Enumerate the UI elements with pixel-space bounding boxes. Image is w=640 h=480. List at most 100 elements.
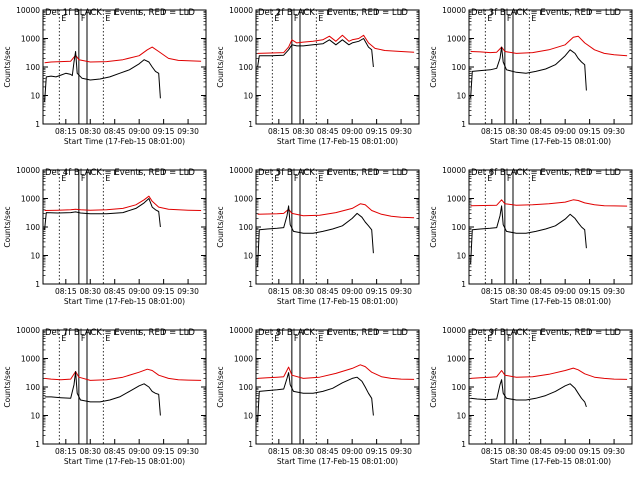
- y-tick-label: 1000: [234, 355, 253, 364]
- detector-panel: Det 9f BLACK = Events, RED = LLD 1 10 100 10…: [429, 326, 633, 466]
- panel-title: Det 9f BLACK = Events, RED = LLD: [471, 328, 621, 338]
- x-tick-label: 09:15: [579, 287, 601, 296]
- marker-letter: F: [81, 14, 86, 23]
- plot-frame: [42, 329, 207, 445]
- y-tick-label: 1: [35, 280, 40, 289]
- x-tick-label: 09:00: [128, 447, 150, 456]
- x-axis-label: Start Time (17-Feb-15 08:01:00): [490, 297, 611, 306]
- y-tick-label: 1: [35, 120, 40, 129]
- x-tick-label: 09:00: [341, 127, 363, 136]
- x-tick-label: 09:00: [341, 287, 363, 296]
- events-series-line: [470, 379, 587, 408]
- x-tick-label: 09:30: [177, 127, 199, 136]
- marker-letter: E: [274, 174, 279, 183]
- y-axis-label: Counts/sec: [216, 46, 225, 87]
- x-axis-label: Start Time (17-Feb-15 08:01:00): [277, 297, 398, 306]
- y-tick-label: 10000: [16, 6, 40, 15]
- y-tick-label: 100: [452, 63, 467, 72]
- marker-letter: E: [61, 174, 66, 183]
- y-tick-label: 10: [30, 252, 40, 261]
- marker-letter: F: [507, 174, 512, 183]
- x-tick-label: 08:45: [104, 447, 126, 456]
- x-tick-label: 08:45: [530, 287, 552, 296]
- plot-frame: [255, 9, 420, 125]
- lld-series-line: [257, 203, 415, 219]
- panel-title: Det 8f BLACK = Events, RED = LLD: [258, 328, 408, 338]
- marker-letter: E: [61, 14, 66, 23]
- y-tick-label: 100: [26, 223, 41, 232]
- x-tick-label: 08:45: [104, 127, 126, 136]
- y-tick-label: 10000: [442, 166, 466, 175]
- x-tick-label: 09:30: [603, 287, 625, 296]
- x-tick-label: 08:45: [530, 127, 552, 136]
- y-tick-label: 10: [456, 92, 466, 101]
- marker-letter: E: [274, 14, 279, 23]
- y-tick-label: 10000: [442, 326, 466, 335]
- x-tick-label: 08:30: [505, 447, 527, 456]
- x-tick-label: 08:15: [268, 447, 290, 456]
- x-tick-label: 08:45: [104, 287, 126, 296]
- y-tick-label: 100: [452, 383, 467, 392]
- x-axis-label: Start Time (17-Feb-15 08:01:00): [64, 297, 185, 306]
- x-tick-label: 08:15: [55, 127, 77, 136]
- plot-frame: [42, 9, 207, 125]
- y-tick-label: 1: [461, 280, 466, 289]
- marker-letter: E: [61, 334, 66, 343]
- x-axis-label: Start Time (17-Feb-15 08:01:00): [64, 137, 185, 146]
- x-tick-label: 09:30: [177, 447, 199, 456]
- plot-frame: [42, 169, 207, 285]
- y-tick-label: 10000: [16, 326, 40, 335]
- plot-frame: [468, 329, 633, 445]
- marker-letter: F: [294, 174, 299, 183]
- y-tick-label: 10: [243, 252, 253, 261]
- y-tick-label: 1: [35, 440, 40, 449]
- x-tick-label: 09:15: [579, 127, 601, 136]
- panel-title: Det 4f BLACK = Events, RED = LLD: [45, 168, 195, 178]
- panel-title: Det 1f BLACK = Events, RED = LLD: [45, 8, 195, 18]
- marker-letter: F: [294, 334, 299, 343]
- y-tick-label: 100: [239, 383, 254, 392]
- x-tick-label: 08:15: [481, 127, 503, 136]
- x-tick-label: 09:15: [366, 447, 388, 456]
- y-axis-label: Counts/sec: [429, 206, 438, 247]
- x-tick-label: 09:30: [603, 127, 625, 136]
- events-series-line: [470, 46, 587, 99]
- y-tick-label: 1: [248, 440, 253, 449]
- y-tick-label: 1000: [234, 195, 253, 204]
- y-tick-label: 10: [30, 412, 40, 421]
- detector-panel: Det 3f BLACK = Events, RED = LLD 1 10 100 10…: [429, 6, 633, 146]
- y-tick-label: 10000: [229, 6, 253, 15]
- x-tick-label: 09:30: [603, 447, 625, 456]
- x-tick-label: 09:30: [390, 127, 412, 136]
- events-series-line: [257, 38, 374, 68]
- y-tick-label: 1000: [21, 355, 40, 364]
- x-tick-label: 08:30: [505, 127, 527, 136]
- x-tick-label: 08:30: [79, 127, 101, 136]
- x-tick-label: 09:30: [177, 287, 199, 296]
- panel-title: Det 3f BLACK = Events, RED = LLD: [471, 8, 621, 18]
- marker-letter: F: [81, 334, 86, 343]
- y-axis-label: Counts/sec: [3, 366, 12, 407]
- events-series-line: [44, 51, 161, 102]
- y-axis-label: Counts/sec: [3, 46, 12, 87]
- x-tick-label: 08:30: [79, 447, 101, 456]
- lld-series-line: [470, 35, 628, 57]
- x-tick-label: 08:30: [79, 287, 101, 296]
- y-tick-label: 1: [461, 440, 466, 449]
- x-axis-label: Start Time (17-Feb-15 08:01:00): [490, 137, 611, 146]
- detector-panel: Det 6f BLACK = Events, RED = LLD 1 10 100 10…: [429, 166, 633, 306]
- detector-panel: Det 5f BLACK = Events, RED = LLD 1 10 100 10…: [216, 166, 420, 306]
- detector-panel: Det 4f BLACK = Events, RED = LLD 1 10 100 10…: [3, 166, 207, 306]
- y-tick-label: 1000: [21, 195, 40, 204]
- x-tick-label: 08:15: [481, 447, 503, 456]
- marker-letter: E: [105, 14, 110, 23]
- x-tick-label: 09:00: [128, 127, 150, 136]
- y-tick-label: 10: [243, 412, 253, 421]
- y-tick-label: 1000: [447, 35, 466, 44]
- marker-letter: F: [507, 334, 512, 343]
- marker-letter: E: [531, 14, 536, 23]
- x-tick-label: 09:15: [153, 287, 175, 296]
- marker-letter: E: [274, 334, 279, 343]
- marker-letter: E: [105, 334, 110, 343]
- marker-letter: E: [318, 14, 323, 23]
